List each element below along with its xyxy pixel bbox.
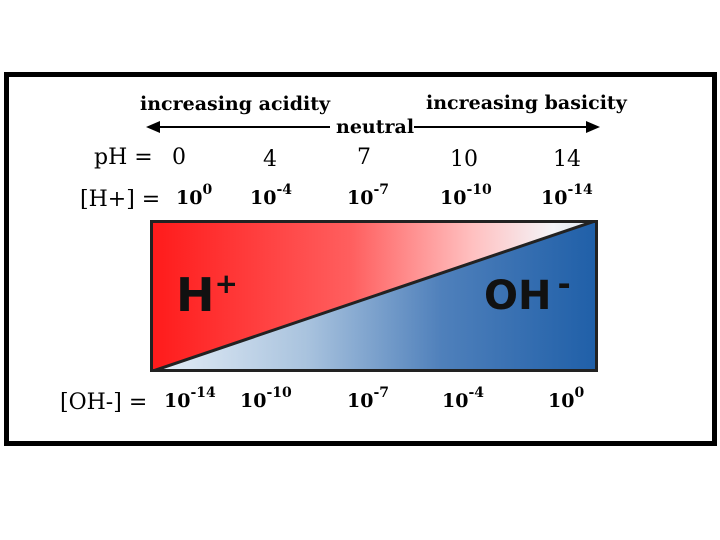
oh-concentration-value: 10-4 xyxy=(442,385,485,412)
ph-row-label: pH = xyxy=(94,145,153,170)
oh-ion-symbol: OH - xyxy=(484,265,571,319)
h-concentration-value: 100 xyxy=(176,182,213,209)
oh-concentration-value: 10-10 xyxy=(240,385,292,412)
bar-border xyxy=(150,220,598,372)
concentration-gradient-bar xyxy=(150,220,598,372)
increasing-acidity-label: increasing acidity xyxy=(140,93,331,115)
ph-value: 10 xyxy=(450,147,478,172)
diagonal-divider xyxy=(150,220,598,372)
h-ion-symbol: H+ xyxy=(176,267,238,322)
h-concentration-value: 10-10 xyxy=(440,182,492,209)
ph-value: 0 xyxy=(172,145,186,170)
h-concentration-value: 10-7 xyxy=(347,182,390,209)
oh-concentration-label: [OH-] = xyxy=(60,390,148,415)
increasing-basicity-label: increasing basicity xyxy=(426,92,627,114)
ph-value: 14 xyxy=(553,147,581,172)
neutral-label: neutral xyxy=(336,116,415,138)
oh-concentration-value: 100 xyxy=(548,385,585,412)
oh-concentration-value: 10-7 xyxy=(347,385,390,412)
oh-concentration-value: 10-14 xyxy=(164,385,216,412)
left-arrowhead-icon xyxy=(146,121,160,133)
h-concentration-label: [H+] = xyxy=(80,187,161,212)
right-arrowhead-icon xyxy=(586,121,600,133)
ph-value: 4 xyxy=(263,147,277,172)
h-concentration-value: 10-14 xyxy=(541,182,593,209)
h-concentration-value: 10-4 xyxy=(250,182,293,209)
ph-value: 7 xyxy=(357,145,371,170)
